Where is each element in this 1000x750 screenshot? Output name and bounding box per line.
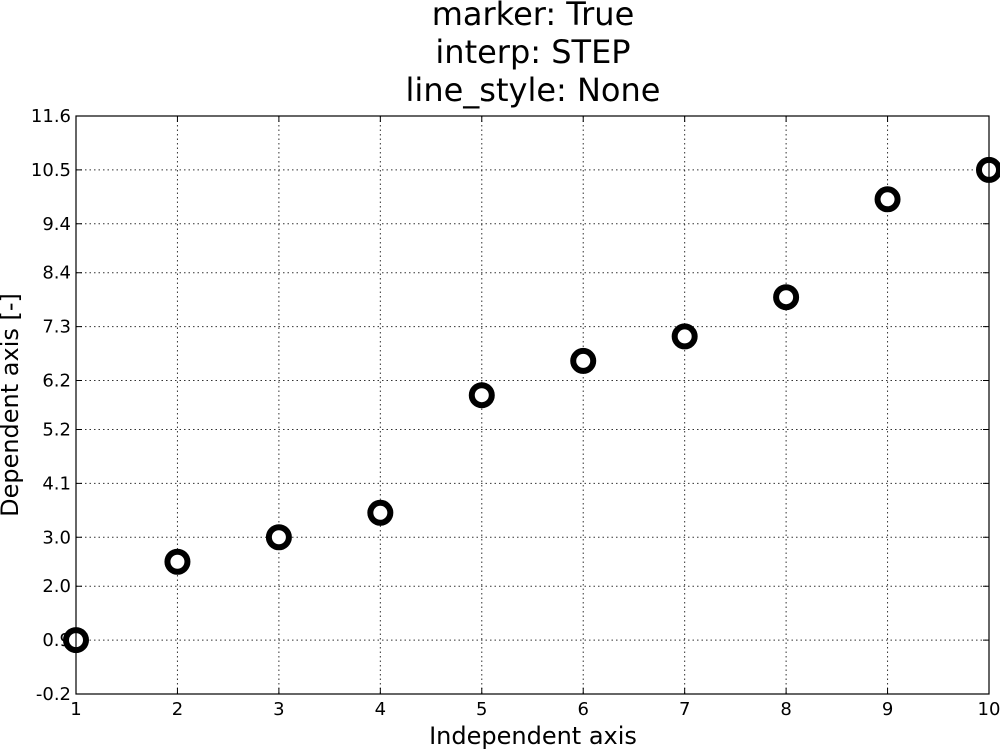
y-tick-label: 2.0 — [42, 576, 71, 597]
title-line-1: marker: True — [432, 0, 635, 33]
y-tick-label: 0.9 — [42, 630, 71, 651]
y-tick-label: 7.3 — [42, 317, 71, 338]
y-tick-label: 8.4 — [42, 263, 71, 284]
data-point — [570, 347, 597, 374]
data-point — [773, 284, 800, 311]
y-tick-label: 11.6 — [31, 106, 71, 127]
data-point — [164, 548, 191, 575]
y-tick-label: 5.2 — [42, 419, 71, 440]
x-tick-label: 7 — [679, 699, 690, 720]
data-point — [874, 186, 901, 213]
chart-title: marker: True interp: STEP line_style: No… — [406, 0, 661, 109]
x-tick-label: 10 — [978, 699, 1000, 720]
y-axis-label: Dependent axis [-] — [0, 293, 24, 517]
y-tick-label: 6.2 — [42, 371, 71, 392]
x-tick-label: 4 — [375, 699, 386, 720]
data-point — [671, 323, 698, 350]
y-tick-label: -0.2 — [36, 684, 71, 705]
data-point — [367, 499, 394, 526]
x-tick-label: 6 — [577, 699, 588, 720]
data-points — [63, 156, 1000, 654]
x-axis-label: Independent axis — [429, 722, 637, 750]
y-tick-label: 9.4 — [42, 214, 71, 235]
x-tick-label: 9 — [882, 699, 893, 720]
x-axis-ticks: 1 2 3 4 5 6 7 8 9 10 — [70, 116, 1000, 720]
y-tick-label: 3.0 — [42, 527, 71, 548]
title-line-3: line_style: None — [406, 71, 661, 109]
data-point — [468, 382, 495, 409]
y-tick-label: 10.5 — [31, 160, 71, 181]
plot-frame — [75, 115, 990, 695]
x-tick-label: 8 — [780, 699, 791, 720]
data-point — [265, 524, 292, 551]
x-tick-label: 5 — [476, 699, 487, 720]
x-tick-label: 3 — [273, 699, 284, 720]
grid — [75, 115, 990, 695]
x-tick-label: 1 — [70, 699, 81, 720]
title-line-2: interp: STEP — [435, 33, 630, 71]
y-tick-label: 4.1 — [42, 473, 71, 494]
x-tick-label: 2 — [172, 699, 183, 720]
y-axis-ticks: -0.2 0.9 2.0 3.0 4.1 5.2 6.2 7.3 8.4 9.4 10.5 11.6 — [31, 106, 989, 705]
